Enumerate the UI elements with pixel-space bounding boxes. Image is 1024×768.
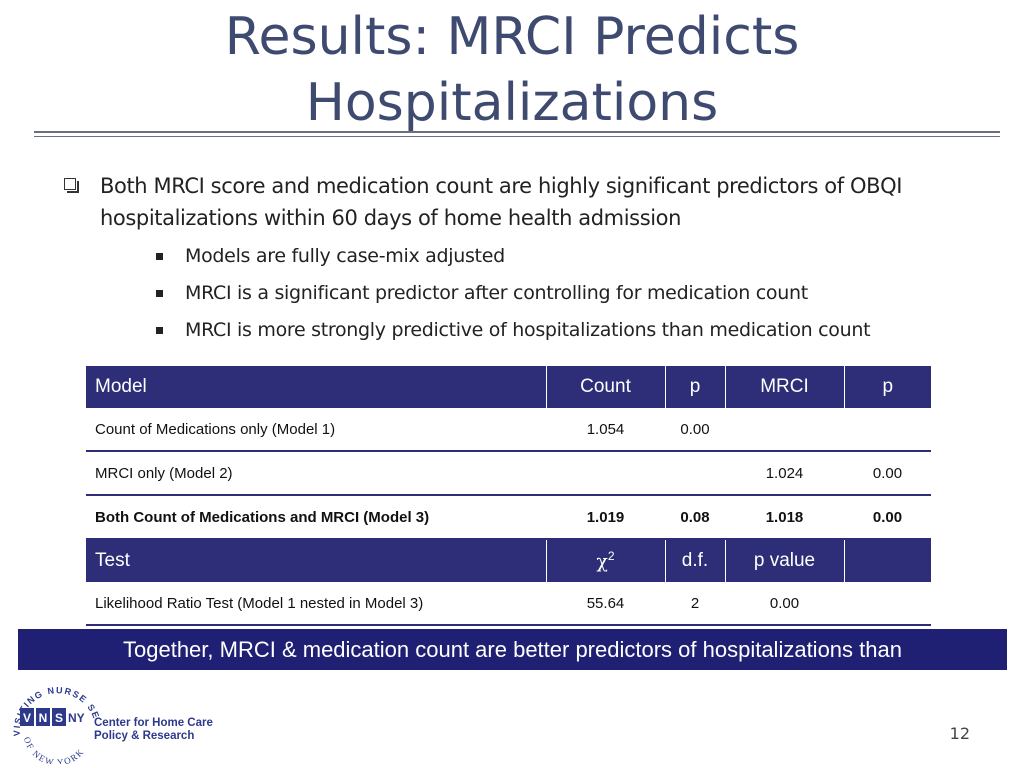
sub-bullet-text: MRCI is a significant predictor after co… (185, 282, 808, 304)
table-cell: 1.018 (725, 495, 844, 540)
header-cell (844, 539, 931, 582)
table-header-row: Model Count p MRCI p (86, 366, 931, 408)
table-cell: 1.024 (725, 451, 844, 496)
logo-letter-blocks: V N S NY (20, 708, 85, 726)
org-name-line-2: Policy & Research (94, 730, 194, 742)
sub-bullet-list: Models are fully case-mix adjusted MRCI … (100, 238, 960, 349)
table-cell: 2 (665, 582, 725, 626)
title-line-2: Hospitalizations (305, 73, 719, 133)
main-bullet: Both MRCI score and medication count are… (60, 170, 960, 349)
test-header-row: Test χ2 d.f. p value (86, 539, 931, 582)
table-row: Likelihood Ratio Test (Model 1 nested in… (86, 582, 931, 626)
table-cell: Likelihood Ratio Test (Model 1 nested in… (86, 582, 546, 626)
sub-bullet: MRCI is a significant predictor after co… (100, 275, 960, 312)
org-name-line-1: Center for Home Care (94, 717, 213, 729)
results-table: Model Count p MRCI p Count of Medication… (86, 366, 931, 626)
svg-text:S: S (55, 711, 63, 725)
table-cell (844, 582, 931, 626)
sub-bullet: MRCI is more strongly predictive of hosp… (100, 312, 960, 349)
chi-square-header: χ2 (546, 539, 666, 582)
table-cell (665, 451, 725, 496)
checkbox-bullet-icon (64, 178, 79, 193)
title-rule-top (34, 131, 1000, 133)
table-cell: MRCI only (Model 2) (86, 451, 546, 496)
title-rule-bottom (34, 136, 1000, 137)
square-bullet-icon (156, 253, 163, 260)
header-cell: Model (86, 366, 547, 408)
bullet-list: Both MRCI score and medication count are… (60, 170, 960, 349)
table-cell: 1.054 (546, 408, 665, 452)
header-cell: p (844, 366, 931, 408)
header-cell: p (665, 366, 726, 408)
header-cell: Count (546, 366, 666, 408)
main-bullet-text: Both MRCI score and medication count are… (100, 174, 903, 230)
header-cell: d.f. (665, 539, 726, 582)
svg-text:V: V (23, 711, 31, 725)
table-row: Count of Medications only (Model 1) 1.05… (86, 408, 931, 452)
table-cell: 0.00 (844, 451, 931, 496)
table-cell: 55.64 (546, 582, 665, 626)
header-cell: p value (725, 539, 845, 582)
header-cell: MRCI (725, 366, 845, 408)
table-cell: Both Count of Medications and MRCI (Mode… (86, 495, 546, 540)
vnsny-logo: VISITING NURSE SERVICE OF NEW YORK V N S… (6, 676, 213, 764)
table-cell (546, 451, 665, 496)
square-bullet-icon (156, 327, 163, 334)
table-cell (844, 408, 931, 452)
svg-text:N: N (39, 711, 48, 725)
title-line-1: Results: MRCI Predicts (224, 7, 800, 67)
table-row: Both Count of Medications and MRCI (Mode… (86, 495, 931, 540)
svg-text:NY: NY (68, 711, 85, 725)
table-cell: 0.00 (725, 582, 844, 626)
table-cell: 0.00 (844, 495, 931, 540)
logo-arc-text: VISITING NURSE SERVICE (6, 676, 102, 736)
slide-title: Results: MRCI Predicts Hospitalizations (0, 4, 1024, 136)
sub-bullet-text: Models are fully case-mix adjusted (185, 245, 505, 267)
table-cell: 0.08 (665, 495, 725, 540)
conclusion-banner: Together, MRCI & medication count are be… (18, 629, 1007, 670)
page-number: 12 (949, 724, 970, 743)
logo-bottom-text: OF NEW YORK (22, 736, 86, 764)
header-cell: Test (86, 539, 547, 582)
table-cell: Count of Medications only (Model 1) (86, 408, 546, 452)
square-bullet-icon (156, 290, 163, 297)
sub-bullet-text: MRCI is more strongly predictive of hosp… (185, 319, 871, 341)
table-cell (725, 408, 844, 452)
sub-bullet: Models are fully case-mix adjusted (100, 238, 960, 275)
table-cell: 0.00 (665, 408, 725, 452)
table-row: MRCI only (Model 2) 1.024 0.00 (86, 451, 931, 496)
table-cell: 1.019 (546, 495, 665, 540)
